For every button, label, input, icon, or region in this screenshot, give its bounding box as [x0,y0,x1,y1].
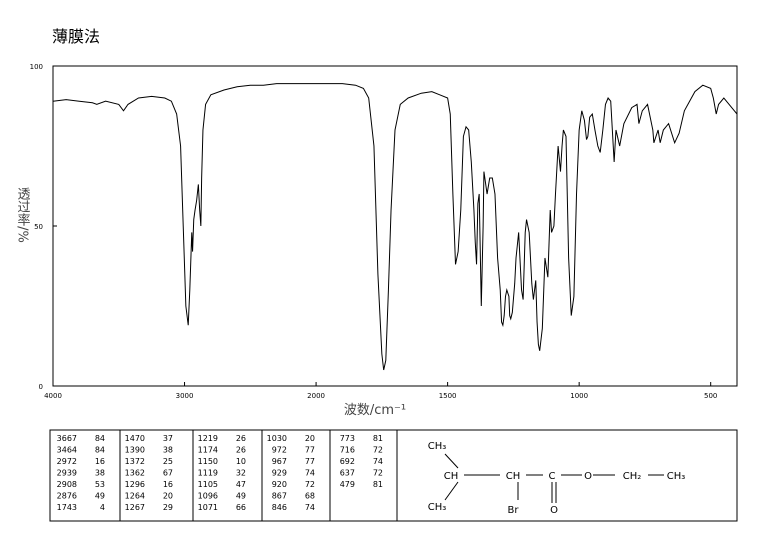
transmittance: 32 [236,469,246,478]
transmittance: 16 [95,457,105,466]
wavenumber: 1390 [125,446,145,455]
x-tick-label: 1000 [570,392,588,400]
wavenumber: 972 [272,446,287,455]
spectrum-line [52,83,738,371]
wavenumber: 846 [272,503,287,512]
structure: CH₃ CH CH C O CH₂ CH₃ CH₃ Br O [428,441,686,516]
atom-label: CH [506,471,521,482]
x-tick-label: 2000 [307,392,325,400]
transmittance: 26 [236,434,246,443]
atom-label: CH₂ [623,471,642,482]
transmittance: 20 [305,434,315,443]
transmittance: 29 [163,503,173,512]
y-tick-label: 0 [39,383,43,391]
wavenumber: 692 [340,457,355,466]
wavenumber: 1119 [198,469,218,478]
transmittance: 26 [236,446,246,455]
transmittance: 10 [236,457,246,466]
wavenumber: 1372 [125,457,145,466]
structure-bonds [444,453,664,503]
transmittance: 81 [373,434,383,443]
y-axis-label: 透过率/% [15,187,31,243]
atom-label: C [549,471,556,482]
transmittance: 25 [163,457,173,466]
wavenumber: 1150 [198,457,218,466]
transmittance: 38 [163,446,173,455]
wavenumber: 637 [340,469,355,478]
wavenumber: 2972 [57,457,77,466]
transmittance: 20 [163,492,173,501]
chart-title: 薄膜法 [52,27,100,46]
x-tick-label: 1500 [439,392,457,400]
table-frame [49,429,738,522]
wavenumber: 1264 [125,492,145,501]
transmittance: 74 [305,503,315,512]
wavenumber: 1096 [198,492,218,501]
wavenumber: 2876 [57,492,77,501]
wavenumber: 1174 [198,446,218,455]
transmittance: 77 [305,446,315,455]
wavenumber: 479 [340,480,355,489]
wavenumber: 2908 [57,480,77,489]
transmittance: 53 [95,480,105,489]
atom-label: CH₃ [428,502,447,513]
transmittance: 47 [236,480,246,489]
wavenumber: 1362 [125,469,145,478]
transmittance: 81 [373,480,383,489]
wavenumber: 1267 [125,503,145,512]
transmittance: 74 [305,469,315,478]
atom-label: Br [508,505,520,516]
atom-label: CH₃ [667,471,686,482]
atom-label: CH₃ [428,441,447,452]
wavenumber: 716 [340,446,355,455]
wavenumber: 1296 [125,480,145,489]
transmittance: 49 [95,492,105,501]
transmittance: 72 [373,446,383,455]
wavenumber: 867 [272,492,287,501]
transmittance: 72 [305,480,315,489]
wavenumber: 929 [272,469,287,478]
transmittance: 68 [305,492,315,501]
wavenumber: 1030 [267,434,287,443]
wavenumber: 1470 [125,434,145,443]
x-tick-label: 3000 [176,392,194,400]
y-tick-label: 50 [34,223,43,231]
transmittance: 77 [305,457,315,466]
wavenumber: 2939 [57,469,77,478]
atom-label: CH [444,471,459,482]
transmittance: 67 [163,469,173,478]
transmittance: 74 [373,457,383,466]
wavenumber: 3667 [57,434,77,443]
wavenumber: 1105 [198,480,218,489]
wavenumber: 920 [272,480,287,489]
transmittance: 66 [236,503,246,512]
y-tick-label: 100 [30,63,43,71]
x-axis-label: 波数/cm⁻¹ [344,403,406,418]
wavenumber: 1071 [198,503,218,512]
transmittance: 72 [373,469,383,478]
atom-label: O [550,505,558,516]
wavenumber: 773 [340,434,355,443]
atom-label: O [584,471,592,482]
wavenumber: 3464 [57,446,77,455]
plot-frame [52,65,738,387]
x-tick-label: 500 [704,392,717,400]
transmittance: 84 [95,434,105,443]
transmittance: 4 [100,503,105,512]
wavenumber: 1219 [198,434,218,443]
wavenumber: 967 [272,457,287,466]
x-tick-label: 4000 [44,392,62,400]
transmittance: 16 [163,480,173,489]
transmittance: 37 [163,434,173,443]
wavenumber: 1743 [57,503,77,512]
transmittance: 49 [236,492,246,501]
transmittance: 38 [95,469,105,478]
transmittance: 84 [95,446,105,455]
